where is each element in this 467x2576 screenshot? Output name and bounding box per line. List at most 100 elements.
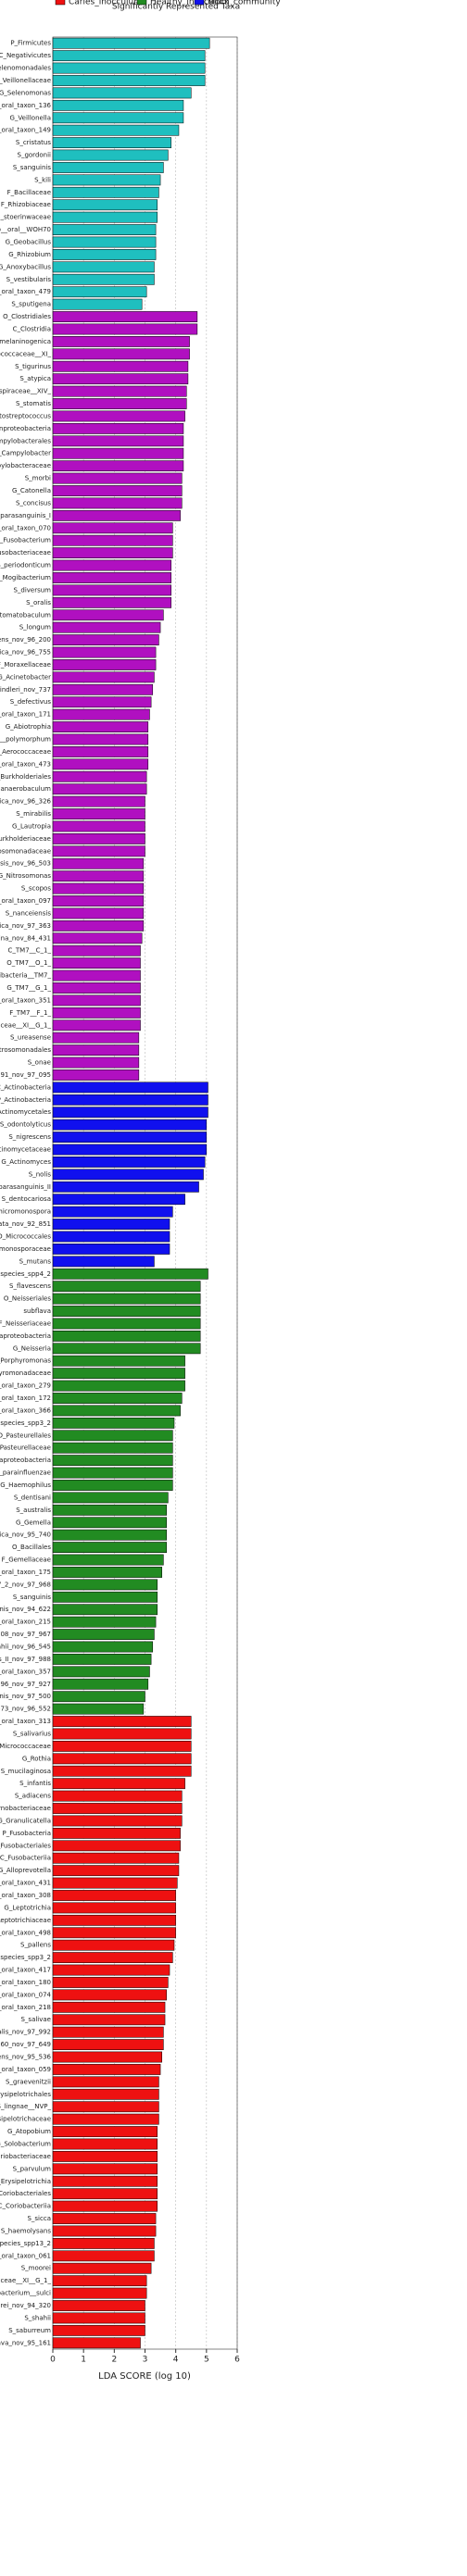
y-tick-label: O_Fusobacteriales bbox=[0, 1842, 51, 1849]
bar bbox=[52, 1765, 192, 1777]
bar bbox=[52, 1840, 181, 1852]
bar bbox=[52, 336, 190, 347]
bar bbox=[52, 249, 157, 260]
y-tick-label: G_Haemophilus bbox=[0, 1482, 51, 1489]
y-tick-label: S_multispecies_spp3_2 bbox=[0, 1954, 51, 1961]
y-tick-label: S_sp__oral_taxon_366 bbox=[0, 1407, 52, 1414]
bar bbox=[52, 373, 189, 385]
bar bbox=[52, 1504, 167, 1516]
bar bbox=[52, 1069, 140, 1081]
bar bbox=[52, 746, 149, 757]
bar bbox=[52, 1169, 204, 1181]
y-tick-label: F_Neisseriaceae bbox=[0, 1319, 51, 1327]
bar bbox=[52, 298, 143, 310]
y-tick-label: S_moorei_nov_94_320 bbox=[0, 2302, 51, 2309]
y-tick-label: F_Bacillaceae bbox=[7, 189, 51, 196]
bar bbox=[52, 50, 206, 62]
bar bbox=[52, 1554, 164, 1566]
y-tick-label: S_parvulum bbox=[13, 2165, 52, 2172]
bar bbox=[52, 472, 183, 484]
y-tick-label: S_graevenitzii bbox=[6, 2078, 51, 2085]
bar bbox=[52, 1666, 150, 1678]
y-tick-label: G_Geobacillus bbox=[6, 239, 52, 246]
y-tick-label: O_Pasteurellales bbox=[0, 1432, 51, 1439]
y-tick-label: S_adiacens bbox=[15, 1793, 52, 1800]
bar bbox=[52, 2001, 166, 2013]
y-tick-label: S_parasanguinis_I bbox=[0, 512, 51, 519]
bar bbox=[52, 211, 158, 223]
y-tick-label: S__Eubacterium__sulci bbox=[0, 2290, 51, 2297]
bar bbox=[52, 919, 145, 932]
y-tick-label: G_Catonella bbox=[12, 487, 51, 494]
y-tick-label: S_lingnae__NVP_ bbox=[0, 2103, 51, 2110]
y-tick-label: O_Campylobacterales bbox=[0, 437, 51, 444]
y-tick-label: S_sp__oral_taxon_308 bbox=[0, 1892, 51, 1899]
bar bbox=[52, 2151, 158, 2162]
y-tick-label: O_Coriobacteriales bbox=[0, 2190, 51, 2197]
y-tick-label: S_defectivus bbox=[10, 698, 52, 706]
y-tick-label: F_Pasteurellaceae bbox=[0, 1444, 51, 1452]
y-tick-label: G_Stomatobaculum bbox=[0, 611, 51, 619]
y-tick-label: S_sp__oral_taxon_479 bbox=[0, 288, 51, 295]
y-tick-label: S_mirabilis bbox=[16, 810, 51, 818]
y-tick-label: S_infantis bbox=[19, 1780, 51, 1787]
bar bbox=[52, 708, 150, 720]
y-tick-label: S_salivae bbox=[20, 2016, 51, 2023]
y-tick-label: sanguinis_II_nov_97_988 bbox=[0, 1656, 51, 1663]
y-tick-label: S_schindleri_nov_737 bbox=[0, 686, 51, 694]
legend-swatch bbox=[136, 0, 147, 6]
y-tick-label: F_Saccharibacteria__TM7_ bbox=[0, 972, 51, 980]
y-tick-label: F_Actinomycetaceae bbox=[0, 1146, 51, 1154]
bar bbox=[52, 1492, 169, 1504]
bar bbox=[52, 2213, 157, 2224]
bar bbox=[52, 1716, 192, 1727]
y-tick-label: F_Leptotrichiaceae bbox=[0, 1917, 51, 1924]
bar bbox=[52, 547, 173, 559]
bar bbox=[52, 982, 141, 994]
bar bbox=[52, 1343, 201, 1355]
y-tick-label: S_sp__oral_taxon_431 bbox=[0, 1880, 51, 1887]
y-tick-label: S_saburreum bbox=[8, 2327, 51, 2334]
y-tick-label: O_Clostridiales bbox=[3, 313, 51, 320]
bar bbox=[52, 2113, 159, 2125]
y-tick-label: F_Lachnospiraceae__XIV_ bbox=[0, 388, 51, 395]
bar bbox=[52, 646, 157, 658]
bar bbox=[52, 1989, 167, 2001]
y-tick-label: S_multispecies_spp13_2 bbox=[0, 2240, 51, 2247]
y-tick-label: G_Gemella bbox=[16, 1519, 51, 1526]
bar bbox=[52, 1790, 183, 1802]
bar bbox=[52, 149, 169, 161]
y-tick-label: S_salivarius bbox=[13, 1730, 51, 1737]
bar bbox=[52, 286, 147, 298]
y-tick-label: O_TM7__O_1_ bbox=[6, 959, 51, 967]
bar bbox=[52, 2014, 166, 2026]
y-tick-label: G_TM7__G_1_ bbox=[6, 984, 51, 992]
y-tick-label: S_sp__oral_taxon_171 bbox=[0, 711, 51, 719]
y-tick-label: S_dentisani bbox=[14, 1494, 51, 1501]
bar bbox=[52, 1654, 152, 1665]
bar bbox=[52, 721, 149, 732]
y-tick-label: G_Rhizobium bbox=[8, 251, 51, 258]
y-tick-label: G_Lachnoanaerobaculum bbox=[0, 785, 51, 793]
y-tick-label: al_taxon_473_nov_96_552 bbox=[0, 1706, 51, 1713]
y-tick-label: S_sp__oral_taxon_180 bbox=[0, 1979, 51, 1986]
bar bbox=[52, 1293, 201, 1305]
bar bbox=[52, 2126, 158, 2137]
bar bbox=[52, 1815, 183, 1827]
y-tick-label: F_Moraxellaceae bbox=[0, 661, 51, 669]
bar bbox=[52, 783, 147, 795]
bar bbox=[52, 410, 185, 422]
y-tick-label: S_sp__oral_taxon_097 bbox=[0, 897, 51, 905]
bar bbox=[52, 932, 143, 944]
y-tick-label: S_sanguinis_nov_94_622 bbox=[0, 1606, 51, 1613]
y-tick-label: C_TM7__C_1_ bbox=[8, 947, 52, 955]
y-tick-label: S_onae bbox=[28, 1059, 51, 1067]
y-tick-label: asanguinis_nov_97_500 bbox=[0, 1693, 51, 1700]
bar bbox=[52, 534, 173, 546]
bar bbox=[52, 2138, 158, 2150]
bar bbox=[52, 224, 157, 235]
y-tick-label: S_sp__oral__WOH70 bbox=[0, 226, 51, 233]
bar bbox=[52, 634, 159, 645]
y-tick-label: G_Rothia bbox=[22, 1755, 51, 1762]
bar bbox=[52, 1579, 158, 1591]
